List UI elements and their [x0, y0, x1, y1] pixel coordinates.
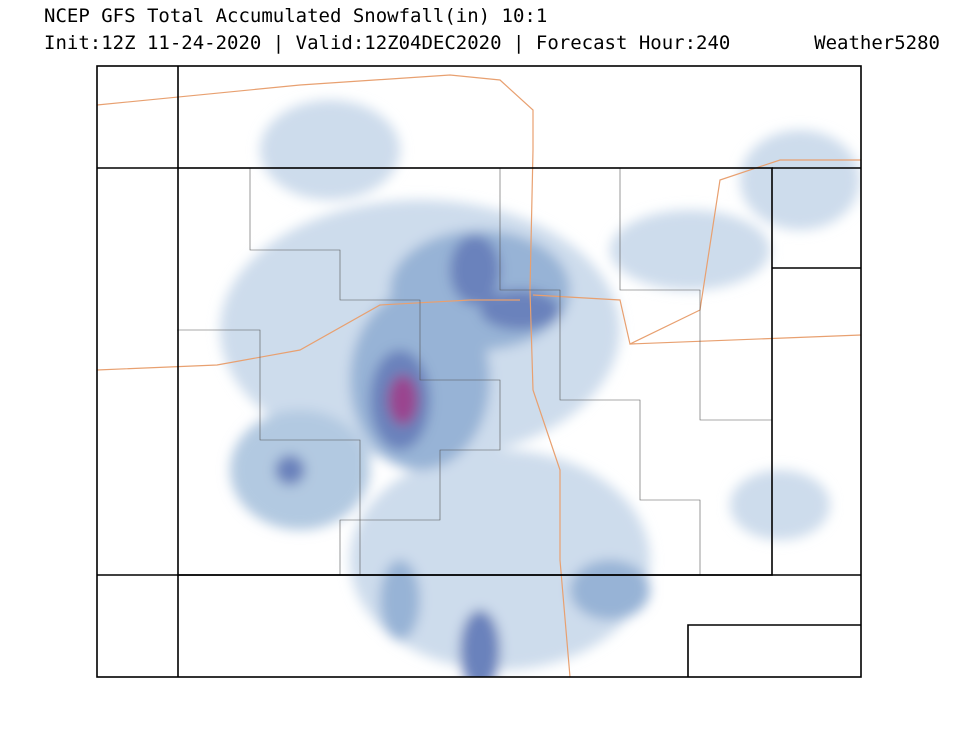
credit: Weather5280 — [814, 32, 940, 54]
title: NCEP GFS Total Accumulated Snowfall(in) … — [44, 5, 547, 27]
subtitle: Init:12Z 11-24-2020 | Valid:12Z04DEC2020… — [44, 32, 730, 54]
county-lines — [177, 168, 772, 575]
snow-field — [220, 100, 860, 677]
state-lines — [96, 65, 862, 678]
